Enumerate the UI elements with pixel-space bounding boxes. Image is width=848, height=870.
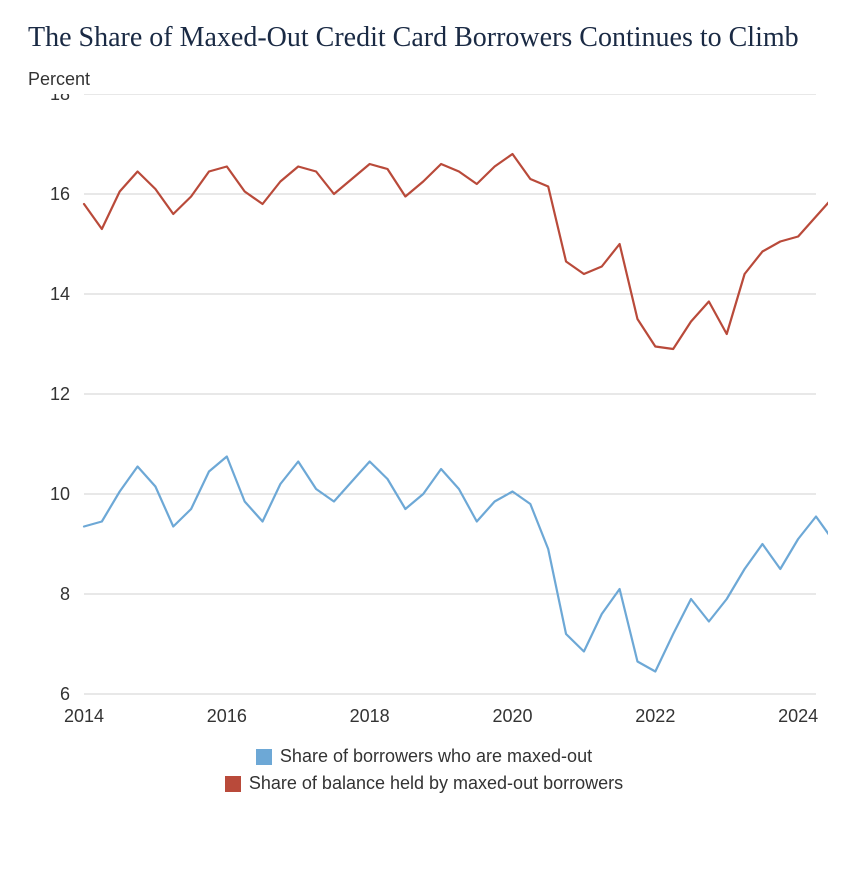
y-axis: 6 8 10 12 14 16 18 [50,94,70,704]
gridlines [84,94,816,694]
chart-legend: Share of borrowers who are maxed-out Sha… [28,746,820,794]
legend-label-balance: Share of balance held by maxed-out borro… [249,773,623,794]
legend-swatch-balance [225,776,241,792]
svg-text:2022: 2022 [635,706,675,726]
svg-text:6: 6 [60,684,70,704]
svg-text:18: 18 [50,94,70,104]
chart-area: 6 8 10 12 14 16 18 2014 2016 2018 2020 2022 2024 [28,94,820,734]
svg-text:12: 12 [50,384,70,404]
series-borrowers [84,457,828,672]
legend-swatch-borrowers [256,749,272,765]
line-chart-svg: 6 8 10 12 14 16 18 2014 2016 2018 2020 2022 2024 [28,94,828,734]
svg-text:2014: 2014 [64,706,104,726]
svg-text:10: 10 [50,484,70,504]
svg-text:16: 16 [50,184,70,204]
svg-text:2016: 2016 [207,706,247,726]
legend-item-borrowers: Share of borrowers who are maxed-out [28,746,820,767]
chart-title: The Share of Maxed-Out Credit Card Borro… [28,20,808,55]
x-axis: 2014 2016 2018 2020 2022 2024 [64,706,818,726]
svg-text:2018: 2018 [350,706,390,726]
y-axis-title: Percent [28,69,820,90]
legend-item-balance: Share of balance held by maxed-out borro… [28,773,820,794]
series-balance [84,154,828,349]
svg-text:14: 14 [50,284,70,304]
chart-page: The Share of Maxed-Out Credit Card Borro… [0,0,848,870]
legend-label-borrowers: Share of borrowers who are maxed-out [280,746,592,767]
svg-text:2020: 2020 [492,706,532,726]
svg-text:8: 8 [60,584,70,604]
svg-text:2024: 2024 [778,706,818,726]
